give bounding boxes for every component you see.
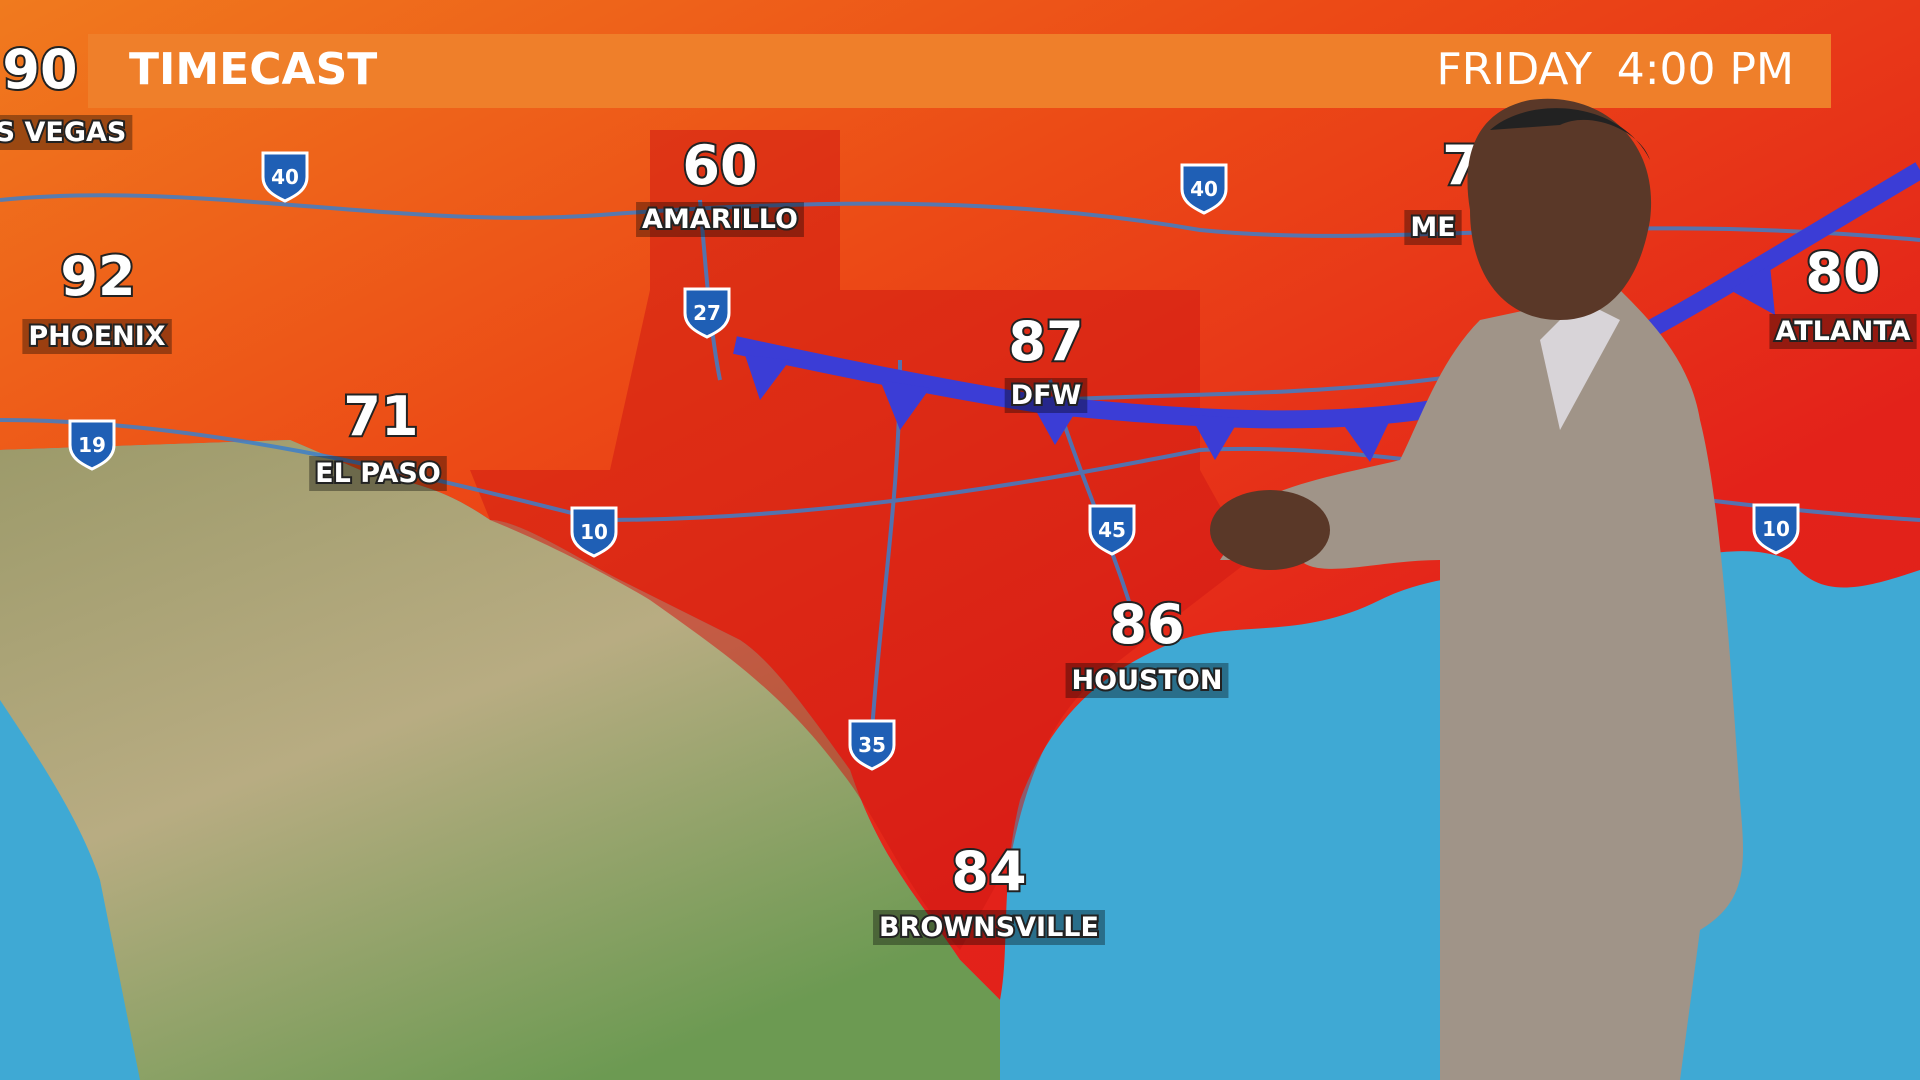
city-name: DFW bbox=[1011, 380, 1082, 411]
header-title: TIMECAST bbox=[129, 44, 377, 95]
mexico bbox=[0, 440, 1000, 1080]
interstate-shield bbox=[1088, 504, 1136, 556]
interstate-shield bbox=[261, 151, 309, 203]
interstate-number: 35 bbox=[858, 733, 886, 757]
interstate-shield bbox=[68, 419, 116, 471]
city-name-bg bbox=[1404, 210, 1462, 245]
city-name: PHOENIX bbox=[28, 321, 165, 352]
interstate-shield bbox=[1752, 503, 1800, 555]
interstate-number: 10 bbox=[580, 520, 608, 544]
city-name: HOUSTON bbox=[1072, 665, 1223, 696]
cold-front bbox=[733, 162, 1920, 429]
city-temperature: 92 bbox=[60, 245, 135, 308]
city-name: BROWNSVILLE bbox=[879, 912, 1099, 943]
city-name-bg bbox=[0, 115, 133, 150]
city-name-bg bbox=[1065, 663, 1229, 698]
header-time: 4:00 PM bbox=[1617, 44, 1794, 95]
interstate-number: 10 bbox=[1762, 517, 1790, 541]
interstate-shield bbox=[848, 719, 896, 771]
header-day: FRIDAY bbox=[1436, 44, 1592, 95]
city-name: ATLANTA bbox=[1775, 316, 1910, 347]
presenter bbox=[1210, 98, 1744, 1080]
city-temperature: 80 bbox=[1805, 241, 1880, 304]
header-bar bbox=[88, 34, 1831, 108]
city-name-bg bbox=[22, 319, 172, 354]
city-temperature: 90 bbox=[2, 38, 77, 101]
city-name: AMARILLO bbox=[642, 204, 798, 235]
interstate-number: 19 bbox=[78, 433, 106, 457]
interstate-number: 40 bbox=[1190, 177, 1218, 201]
city-name-bg bbox=[873, 910, 1105, 945]
interstate-shield bbox=[1180, 163, 1228, 215]
texas bbox=[470, 130, 1250, 950]
city-name-bg bbox=[1769, 314, 1917, 349]
interstate-shield bbox=[570, 506, 618, 558]
interstate-number: 27 bbox=[693, 301, 721, 325]
interstate-shield bbox=[683, 287, 731, 339]
gulf-of-california bbox=[0, 700, 140, 1080]
city-temperature: 87 bbox=[1008, 310, 1083, 373]
city-name: S VEGAS bbox=[0, 117, 126, 148]
interstate-number: 45 bbox=[1098, 518, 1126, 542]
city-name-bg bbox=[636, 202, 804, 237]
city-name-bg bbox=[309, 456, 447, 491]
front-triangles bbox=[745, 265, 1775, 462]
labels: 40402719104520351090S VEGAS92PHOENIX71EL… bbox=[0, 36, 1917, 945]
city-name-bg bbox=[1004, 378, 1088, 413]
city-temperature: 84 bbox=[951, 840, 1026, 903]
city-name: ME bbox=[1410, 212, 1455, 243]
city-name: EL PASO bbox=[315, 458, 441, 489]
city-temperature: 86 bbox=[1109, 593, 1184, 656]
city-temperature: 71 bbox=[343, 385, 418, 448]
city-temperature: 60 bbox=[682, 134, 757, 197]
interstate-number: 40 bbox=[271, 165, 299, 189]
